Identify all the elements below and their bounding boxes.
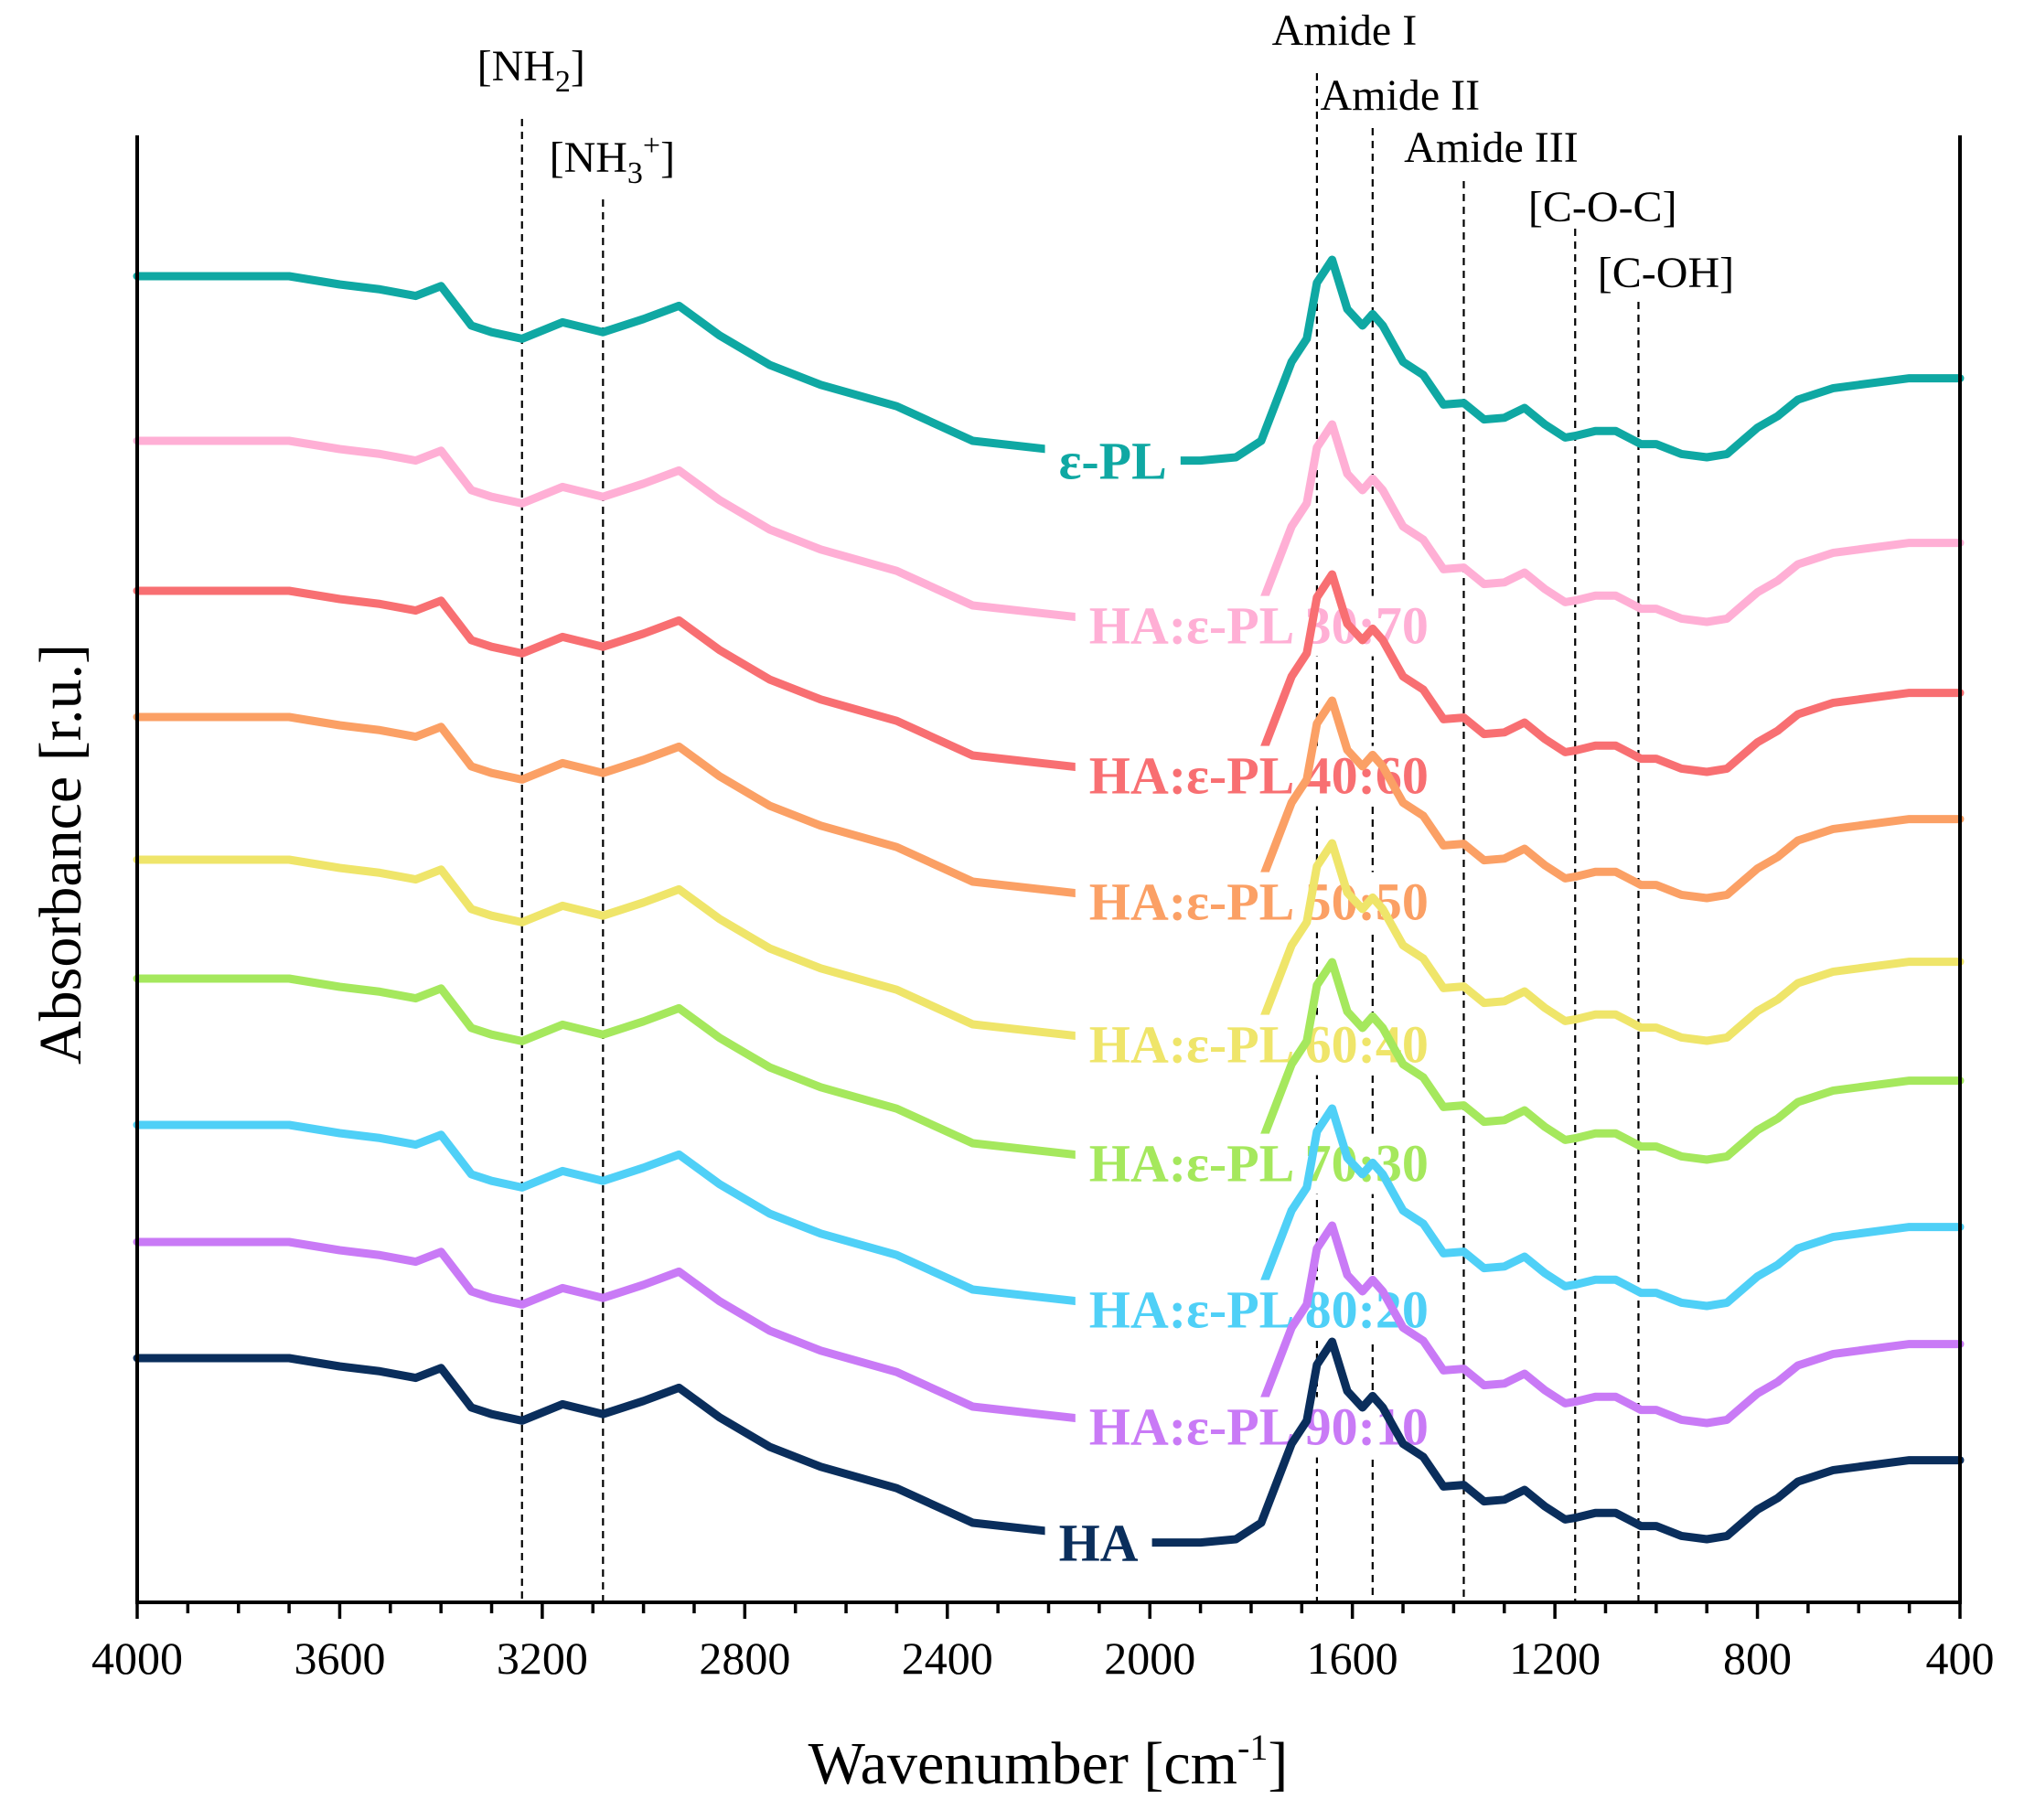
series-label: HA:ε-PL 80:20 — [1089, 1280, 1429, 1340]
spectrum-line — [133, 839, 1965, 1049]
spectrum-line — [133, 1104, 1965, 1314]
x-tick-label: 3600 — [294, 1633, 385, 1684]
series-label: HA:ε-PL 30:70 — [1089, 596, 1429, 656]
x-tick-label: 800 — [1723, 1633, 1792, 1684]
reference-label: [C-O-C] — [1528, 183, 1677, 231]
series-label: HA:ε-PL 90:10 — [1089, 1397, 1429, 1457]
series-label: HA:ε-PL 60:40 — [1089, 1015, 1429, 1075]
x-axis-title: Wavenumber [cm-1] — [809, 1727, 1289, 1797]
reference-label: [NH3+] — [550, 129, 675, 190]
series-label-background — [1044, 431, 1181, 492]
spectrum-line — [133, 696, 1965, 906]
reference-label: [NH2] — [477, 42, 585, 99]
reference-label: Amide II — [1321, 71, 1481, 120]
spectrum-line — [133, 958, 1965, 1168]
y-axis-title: Absorbance [r.u.] — [27, 644, 94, 1065]
series-label-background — [1075, 1133, 1442, 1194]
series-label: HA — [1059, 1514, 1139, 1573]
x-tick-label: 3200 — [497, 1633, 588, 1684]
spectrum-line — [133, 1221, 1965, 1431]
x-tick-label: 400 — [1926, 1633, 1995, 1684]
spectrum-line — [133, 255, 1965, 466]
series-label: ε-PL — [1059, 432, 1167, 491]
x-tick-label: 2000 — [1104, 1633, 1195, 1684]
series-label-background — [1075, 745, 1442, 807]
reference-label: Amide I — [1272, 6, 1418, 55]
reference-label: Amide III — [1404, 123, 1579, 172]
x-tick-label: 1200 — [1509, 1633, 1601, 1684]
series-label-background — [1075, 595, 1442, 657]
reference-label: [C-OH] — [1598, 249, 1734, 297]
x-tick-label: 2800 — [699, 1633, 790, 1684]
x-tick-label: 1600 — [1307, 1633, 1398, 1684]
spectrum-line — [133, 570, 1965, 780]
spectrum-line — [133, 420, 1965, 630]
spectrum-line — [133, 1337, 1965, 1547]
x-ticks: 4000 3600 3200 2800 2400 2000 1600 1200 800 400 — [91, 1602, 1995, 1684]
x-tick-label: 4000 — [91, 1633, 183, 1684]
series-label-background — [1044, 1513, 1152, 1574]
axes — [135, 135, 1962, 1604]
x-tick-label: 2400 — [902, 1633, 993, 1684]
